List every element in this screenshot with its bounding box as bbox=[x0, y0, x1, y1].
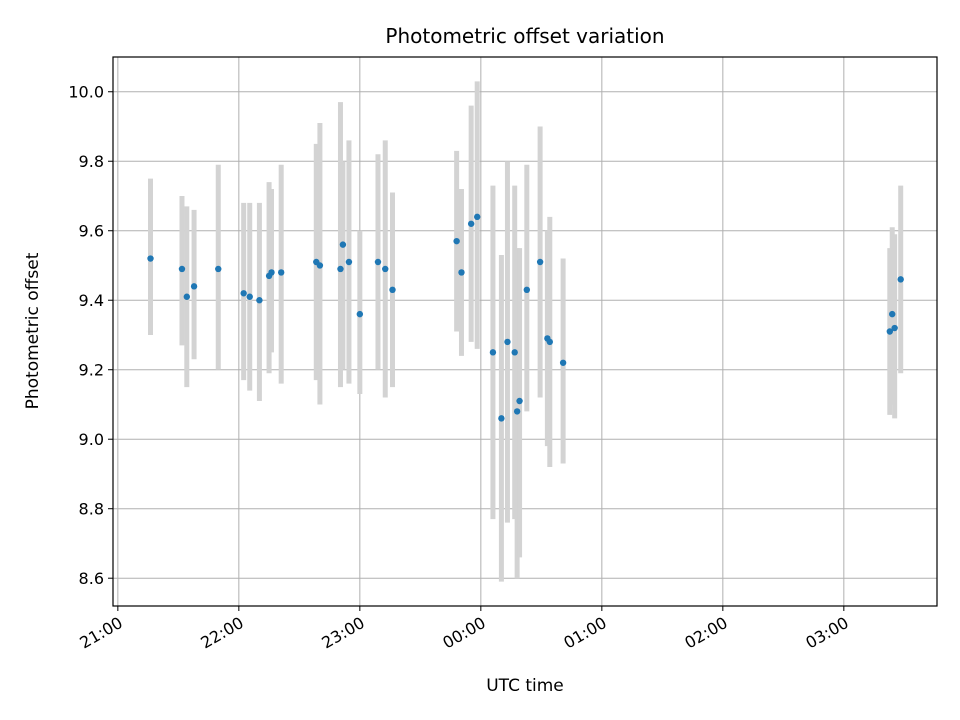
data-points bbox=[147, 213, 904, 422]
data-point bbox=[240, 290, 247, 297]
y-tick-label: 8.8 bbox=[79, 500, 104, 519]
data-point bbox=[147, 255, 154, 262]
data-point bbox=[474, 213, 481, 221]
data-point bbox=[374, 258, 382, 266]
data-point bbox=[513, 408, 521, 415]
data-point bbox=[389, 286, 396, 294]
y-tick-label: 10.0 bbox=[68, 83, 104, 102]
data-point bbox=[498, 415, 505, 422]
data-point bbox=[277, 269, 285, 276]
data-point bbox=[215, 265, 222, 273]
data-point bbox=[897, 276, 904, 283]
data-point bbox=[511, 349, 518, 356]
data-point bbox=[889, 310, 896, 318]
data-point bbox=[246, 293, 253, 300]
data-point bbox=[339, 241, 347, 248]
data-point bbox=[546, 338, 554, 346]
data-point bbox=[256, 297, 263, 304]
data-point bbox=[536, 258, 544, 266]
y-tick-label: 9.0 bbox=[79, 430, 104, 449]
plot-frame bbox=[112, 56, 938, 607]
data-point bbox=[183, 293, 191, 300]
data-point bbox=[337, 265, 344, 273]
y-tick-label: 8.6 bbox=[79, 569, 104, 588]
chart-title: Photometric offset variation bbox=[385, 24, 664, 48]
data-point bbox=[382, 265, 389, 273]
data-point bbox=[178, 265, 186, 273]
data-point bbox=[345, 258, 353, 266]
data-point bbox=[467, 220, 475, 227]
data-point bbox=[516, 397, 523, 405]
y-tick-label: 9.8 bbox=[79, 152, 104, 171]
data-point bbox=[891, 324, 898, 332]
data-point bbox=[316, 262, 324, 269]
data-point bbox=[190, 283, 198, 290]
data-point bbox=[356, 310, 364, 318]
y-tick-label: 9.2 bbox=[79, 361, 104, 380]
data-point bbox=[489, 349, 497, 356]
y-axis-ticks: 8.6 8.8 9.0 9.2 9.4 9.6 9.8 10.0 bbox=[68, 83, 113, 588]
y-tick-label: 9.4 bbox=[79, 291, 104, 310]
data-point bbox=[559, 359, 567, 366]
y-axis-label: Photometric offset bbox=[23, 252, 43, 409]
data-point bbox=[458, 269, 465, 276]
data-point bbox=[268, 269, 275, 276]
data-point bbox=[886, 328, 894, 335]
data-point bbox=[523, 286, 531, 294]
data-point bbox=[504, 338, 511, 346]
data-point bbox=[453, 237, 460, 245]
x-axis-label: UTC time bbox=[486, 676, 564, 696]
y-tick-label: 9.6 bbox=[79, 222, 104, 241]
